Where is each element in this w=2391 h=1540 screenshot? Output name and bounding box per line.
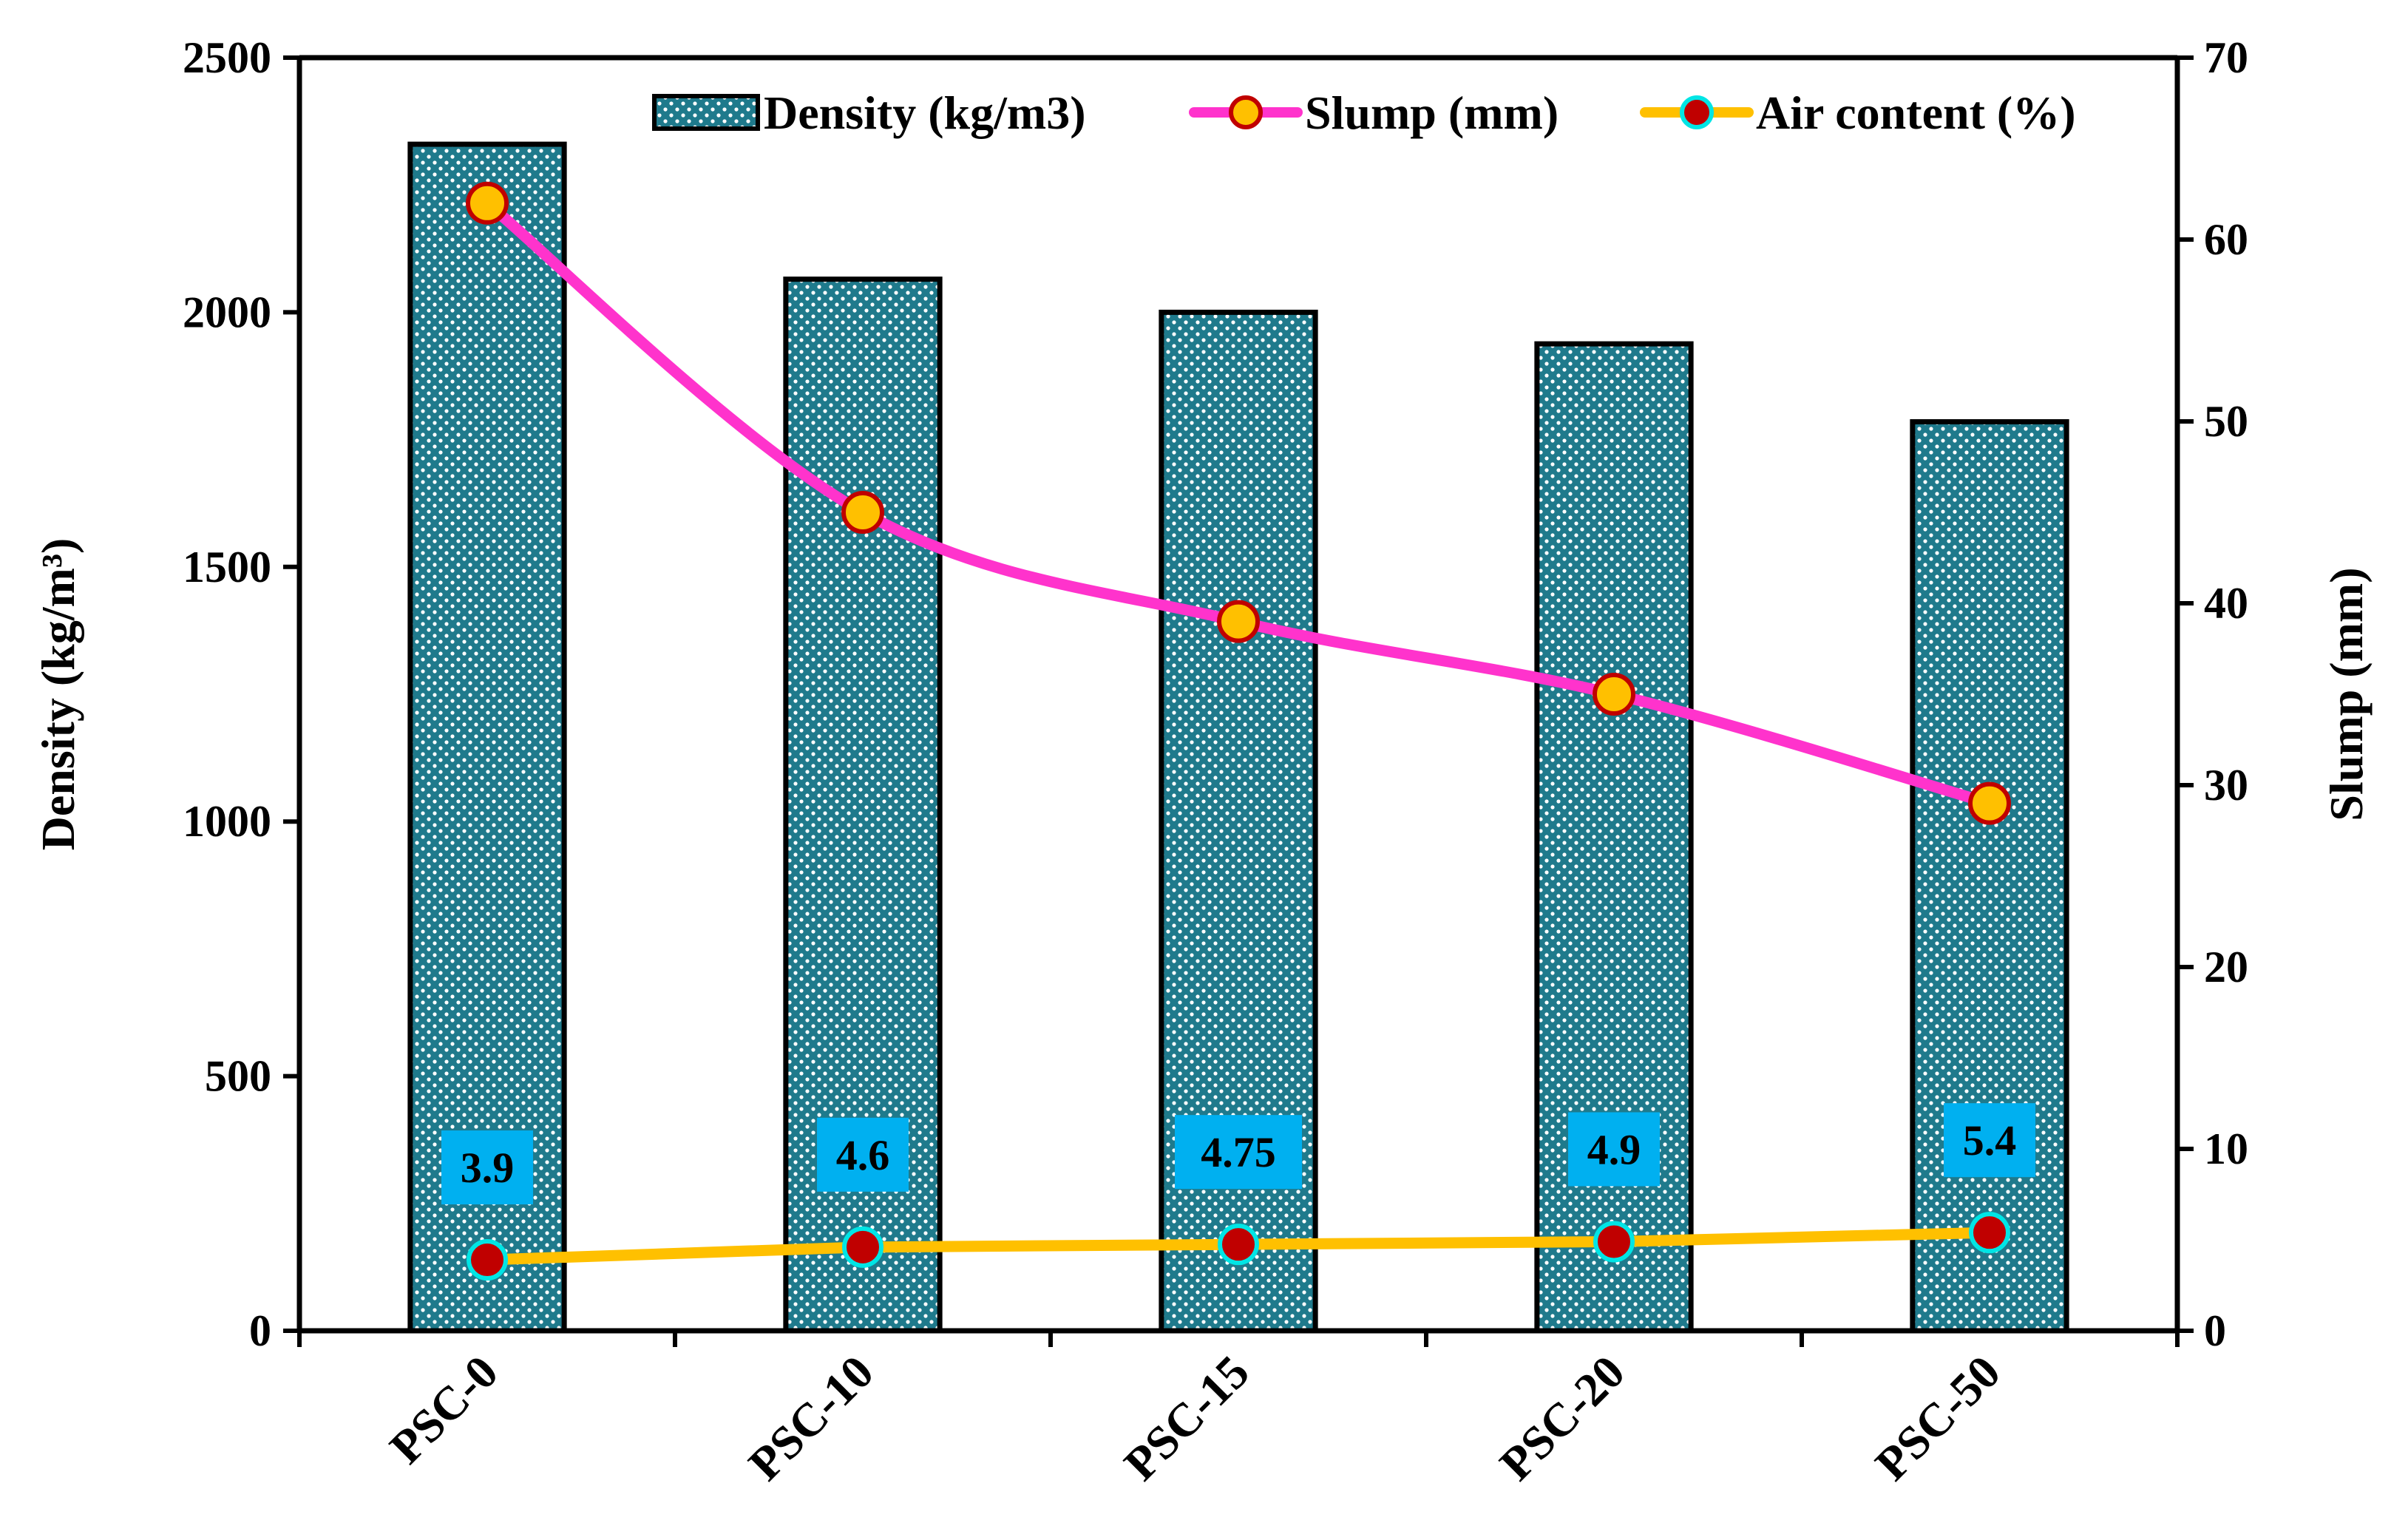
legend-air-marker: [1680, 95, 1714, 129]
data-label: 3.9: [461, 1144, 515, 1192]
data-label-box: [1175, 1115, 1302, 1190]
x-tick-label: PSC-0: [380, 1346, 508, 1473]
legend-density-swatch: [652, 94, 760, 131]
legend-slump-marker: [1229, 95, 1263, 129]
left-tick-label: 500: [205, 1052, 271, 1101]
left-tick-label: 0: [249, 1306, 271, 1355]
air-content-marker: [1593, 1221, 1635, 1263]
left-tick-label: 1000: [183, 797, 271, 846]
slump-marker: [841, 491, 884, 534]
legend-slump-label: Slump (mm): [1305, 87, 1559, 139]
x-tick-label: PSC-50: [1865, 1346, 2010, 1490]
right-tick-label: 50: [2204, 397, 2248, 446]
right-tick-label: 0: [2204, 1306, 2226, 1355]
data-label-box: [1944, 1103, 2035, 1178]
air-content-marker: [1218, 1224, 1259, 1266]
y-axis-title: Density (kg/m³): [32, 538, 84, 851]
data-label: 4.6: [836, 1131, 890, 1179]
legend-density-label: Density (kg/m3): [764, 87, 1086, 139]
data-label-box: [817, 1117, 909, 1192]
air-content-marker: [467, 1239, 508, 1281]
right-tick-label: 40: [2204, 579, 2248, 628]
density-bar: [1910, 418, 2069, 1334]
legend-air-label: Air content (%): [1756, 87, 2076, 139]
data-label: 4.9: [1587, 1125, 1641, 1173]
right-tick-label: 30: [2204, 761, 2248, 810]
slump-marker: [1968, 781, 2011, 825]
data-label: 4.75: [1201, 1128, 1276, 1176]
data-label-box: [1568, 1112, 1660, 1187]
right-tick-label: 70: [2204, 33, 2248, 82]
air-content-marker: [1969, 1212, 2010, 1254]
slump-marker: [1217, 600, 1260, 643]
right-tick-label: 60: [2204, 215, 2248, 264]
right-tick-label: 20: [2204, 943, 2248, 991]
y2-axis-title: Slump (mm): [2320, 567, 2373, 821]
data-label: 5.4: [1963, 1116, 2017, 1164]
x-tick-label: PSC-10: [739, 1346, 884, 1490]
slump-marker: [466, 181, 509, 225]
left-tick-label: 2000: [183, 288, 271, 336]
data-label-box: [441, 1130, 533, 1205]
x-tick-label: PSC-15: [1114, 1346, 1259, 1490]
air-content-marker: [842, 1226, 884, 1268]
left-tick-label: 2500: [183, 33, 271, 82]
right-tick-label: 10: [2204, 1125, 2248, 1173]
slump-marker: [1593, 673, 1635, 716]
left-tick-label: 1500: [183, 543, 271, 591]
x-tick-label: PSC-20: [1490, 1346, 1635, 1490]
